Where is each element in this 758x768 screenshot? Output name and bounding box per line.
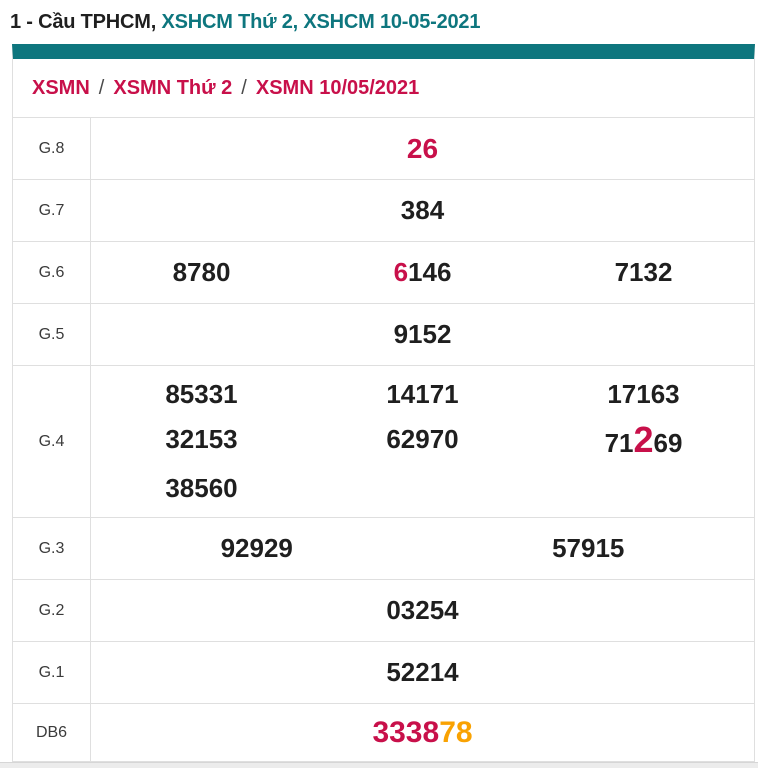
prize-label: G.6 [13, 242, 91, 303]
number-segment-highlight: 2 [633, 419, 654, 460]
number-segment-highlight: 78 [439, 716, 473, 749]
prize-number: 85331 [91, 372, 312, 417]
prize-number: 52214 [91, 650, 754, 695]
prize-label: DB6 [13, 704, 91, 761]
prize-number: 8780 [91, 250, 312, 295]
number-segment: 69 [653, 428, 683, 458]
prize-values: 26 [91, 118, 754, 179]
number-segment: 03254 [386, 595, 459, 625]
number-segment: 71 [604, 428, 634, 458]
prize-number: 62970 [312, 417, 533, 466]
number-segment: 17163 [607, 379, 680, 409]
footer-divider [0, 762, 758, 768]
prize-number: 7132 [533, 250, 754, 295]
prize-number: 26 [91, 126, 754, 171]
breadcrumb-separator: / [98, 76, 105, 99]
prize-values: 333878 [91, 704, 754, 761]
number-segment: 38560 [165, 473, 238, 503]
prize-values: 92929 57915 [91, 518, 754, 579]
breadcrumb-link[interactable]: XSMN 10/05/2021 [255, 76, 420, 99]
prize-label: G.8 [13, 118, 91, 179]
prize-row-db6: DB6 333878 [13, 703, 754, 761]
breadcrumb-link[interactable]: XSMN [32, 76, 90, 99]
title-link[interactable]: XSHCM 10-05-2021 [303, 10, 481, 33]
number-segment-highlight: 3338 [372, 716, 440, 749]
prize-number: 17163 [533, 372, 754, 417]
prize-row-g2: G.2 03254 [13, 579, 754, 641]
prize-row-g1: G.1 52214 [13, 641, 754, 703]
prize-number: 92929 [91, 526, 423, 571]
prize-number: 333878 [91, 710, 754, 755]
prize-label: G.5 [13, 304, 91, 365]
prize-number: 384 [91, 188, 754, 233]
prize-number: 14171 [312, 372, 533, 417]
prize-number: 9152 [91, 312, 754, 357]
number-segment: 146 [408, 257, 452, 287]
prize-values: 9152 [91, 304, 754, 365]
number-segment: 8780 [172, 257, 231, 287]
prize-label: G.1 [13, 642, 91, 703]
prize-number: 03254 [91, 588, 754, 633]
prize-values: 8780 6146 7132 [91, 242, 754, 303]
number-segment: 62970 [386, 424, 459, 454]
title-text: 1 - Cầu TPHCM, [10, 10, 162, 33]
results-card: XSMN / XSMN Thứ 2/XSMN 10/05/2021 G.8 26 G.7… [12, 44, 755, 762]
prize-number: 57915 [423, 526, 755, 571]
page-title: 1 - Cầu TPHCM, XSHCM Thứ 2, XSHCM 10-05-… [0, 0, 758, 44]
prize-label: G.3 [13, 518, 91, 579]
breadcrumb: XSMN / XSMN Thứ 2 / XSMN 10/05/2021 [13, 59, 754, 117]
number-segment: 9152 [393, 319, 452, 349]
number-segment: 92929 [220, 533, 293, 563]
breadcrumb-separator: / [241, 76, 247, 99]
breadcrumb-link[interactable]: XSMN Thứ 2 [113, 76, 233, 99]
prize-label: G.4 [13, 366, 91, 517]
number-segment: 7132 [614, 257, 673, 287]
prize-number: 38560 [91, 466, 312, 511]
prize-label: G.7 [13, 180, 91, 241]
prize-values: 03254 [91, 580, 754, 641]
number-segment: 32153 [165, 424, 238, 454]
prize-label: G.2 [13, 580, 91, 641]
prize-row-g5: G.5 9152 [13, 303, 754, 365]
prize-row-g6: G.6 8780 6146 7132 [13, 241, 754, 303]
prize-row-g8: G.8 26 [13, 117, 754, 179]
title-link[interactable]: XSHCM Thứ 2, [161, 10, 304, 33]
prize-number [533, 466, 754, 511]
number-segment-highlight: 6 [393, 257, 409, 287]
number-segment: 384 [400, 195, 445, 225]
prize-values: 384 [91, 180, 754, 241]
prize-number: 71269 [533, 417, 754, 466]
number-segment: 85331 [165, 379, 238, 409]
prize-row-g3: G.3 92929 57915 [13, 517, 754, 579]
prize-values: 52214 [91, 642, 754, 703]
results-table: G.8 26 G.7 384 G.6 8780 6146 7132 G.5 9152 G.4 8533… [13, 117, 754, 761]
prize-values: 85331 14171 17163 32153 62970 71269 38560 [91, 366, 754, 517]
number-segment: 57915 [552, 533, 625, 563]
prize-row-g4: G.4 85331 14171 17163 32153 62970 71269 38560 [13, 365, 754, 517]
prize-number: 32153 [91, 417, 312, 466]
number-segment: 52214 [386, 657, 459, 687]
prize-number: 6146 [312, 250, 533, 295]
number-segment: 14171 [386, 379, 459, 409]
prize-row-g7: G.7 384 [13, 179, 754, 241]
number-segment-highlight: 26 [406, 133, 439, 164]
prize-number [312, 466, 533, 511]
